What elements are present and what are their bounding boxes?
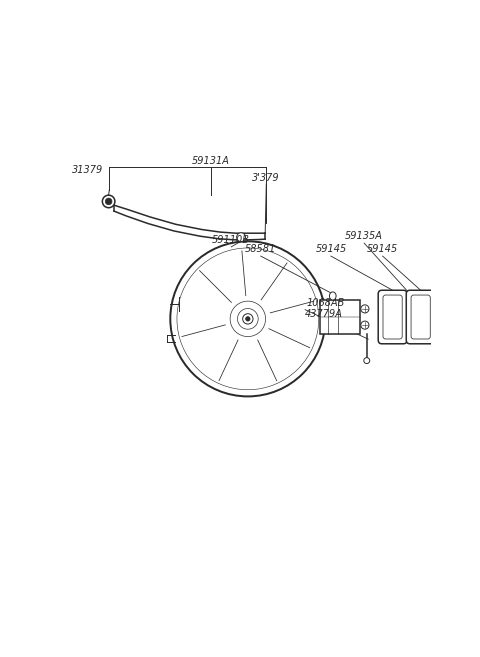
Text: 43779A: 43779A bbox=[305, 309, 343, 319]
Circle shape bbox=[361, 321, 369, 329]
Ellipse shape bbox=[329, 292, 336, 300]
Circle shape bbox=[105, 198, 112, 205]
Text: 58581: 58581 bbox=[245, 244, 276, 254]
Text: 1068AB: 1068AB bbox=[307, 298, 345, 307]
Text: 59135A: 59135A bbox=[345, 231, 383, 241]
Circle shape bbox=[170, 241, 325, 396]
Circle shape bbox=[364, 357, 370, 363]
FancyBboxPatch shape bbox=[378, 290, 407, 344]
Circle shape bbox=[237, 233, 245, 242]
Text: 59131A: 59131A bbox=[192, 156, 230, 166]
Text: 59110B: 59110B bbox=[212, 235, 250, 245]
Circle shape bbox=[246, 317, 250, 321]
Bar bbox=[320, 300, 360, 334]
FancyBboxPatch shape bbox=[406, 290, 435, 344]
Text: 59145: 59145 bbox=[367, 244, 398, 254]
Text: 31379: 31379 bbox=[72, 165, 103, 175]
Text: 3'379: 3'379 bbox=[252, 173, 279, 183]
Circle shape bbox=[361, 305, 369, 313]
Text: 59145: 59145 bbox=[315, 244, 347, 254]
Circle shape bbox=[243, 313, 253, 324]
Circle shape bbox=[102, 195, 115, 208]
